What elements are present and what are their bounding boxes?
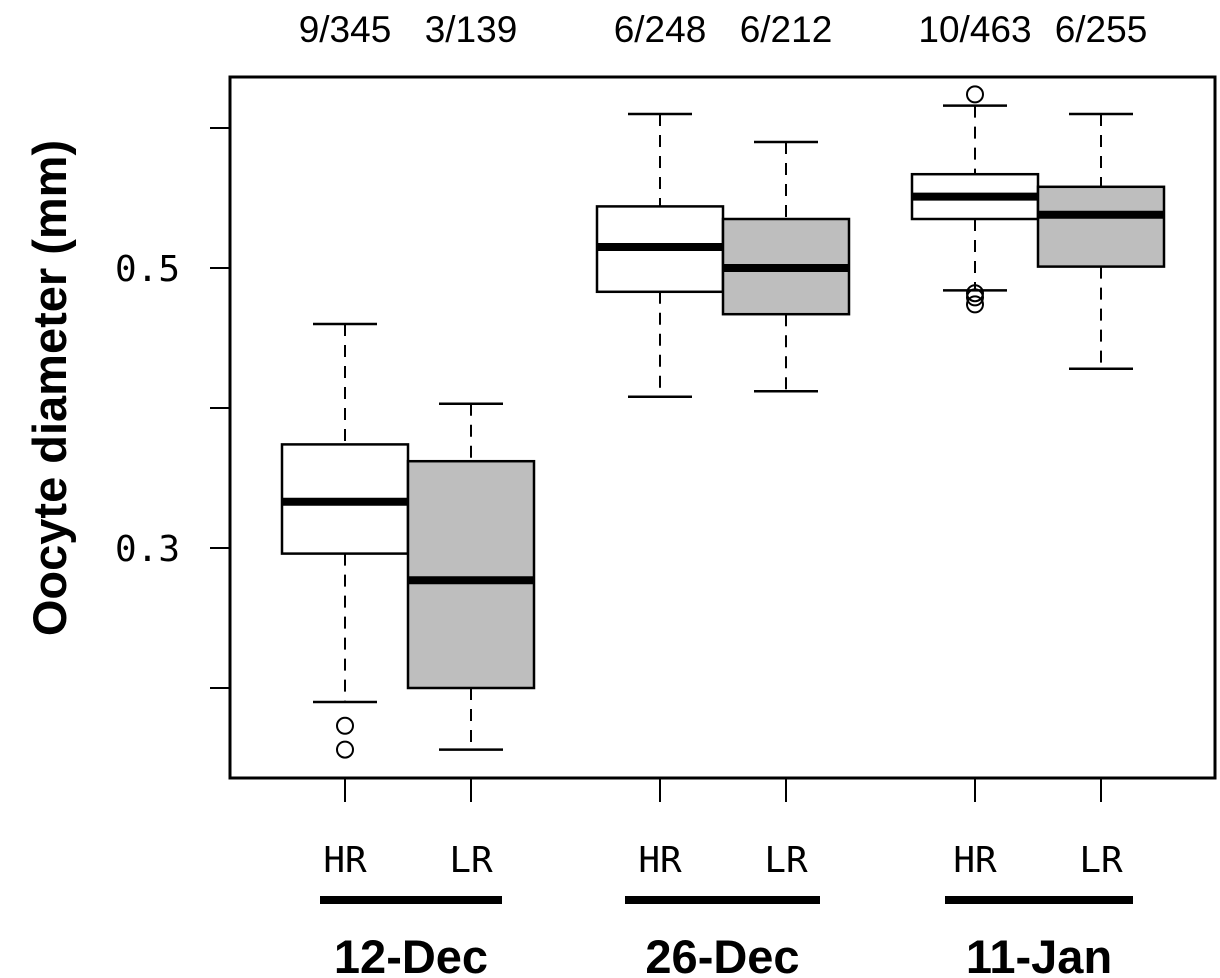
category-label: LR: [449, 840, 493, 881]
interquartile-box: [406, 459, 536, 690]
sample-count-label: 3/139: [425, 9, 518, 50]
outlier-point: [966, 284, 984, 303]
box-series: [280, 85, 1166, 759]
box-12-Dec-LR: [406, 402, 536, 751]
outlier-point: [966, 288, 984, 307]
outlier-point: [336, 716, 354, 735]
plot-area-frame: [228, 75, 1217, 780]
box-26-Dec-LR: [721, 140, 851, 393]
sample-count-label: 10/463: [918, 9, 1031, 50]
box-12-Dec-HR: [280, 322, 410, 759]
box-11-Jan-HR: [910, 85, 1040, 314]
sample-count-labels: 9/345 3/139 6/248 6/212 10/463 6/255: [299, 9, 1148, 50]
outlier-point: [336, 740, 354, 759]
category-label: LR: [1079, 840, 1123, 881]
x-axis: HR LR HR LR HR LR: [323, 778, 1123, 881]
group-date-label: 12-Dec: [334, 930, 488, 978]
date-group-labels: 12-Dec 26-Dec 11-Jan: [320, 896, 1133, 978]
box-26-Dec-HR: [595, 112, 725, 399]
box-11-Jan-LR: [1036, 112, 1166, 371]
y-axis: 0.3 0.5: [115, 127, 230, 689]
sample-count-label: 9/345: [299, 9, 392, 50]
outlier-point: [966, 295, 984, 314]
sample-count-label: 6/248: [614, 9, 707, 50]
interquartile-box: [1036, 185, 1166, 268]
category-label: HR: [323, 840, 367, 881]
category-label: HR: [953, 840, 997, 881]
group-date-label: 11-Jan: [966, 930, 1112, 978]
outlier-point: [966, 85, 984, 104]
y-tick-label: 0.3: [115, 529, 180, 570]
sample-count-label: 6/212: [740, 9, 833, 50]
y-axis-title: Oocyte diameter (mm): [23, 140, 76, 636]
sample-count-label: 6/255: [1055, 9, 1148, 50]
y-tick-label: 0.5: [115, 249, 180, 290]
category-label: LR: [764, 840, 808, 881]
category-label: HR: [638, 840, 682, 881]
group-date-label: 26-Dec: [645, 930, 799, 978]
